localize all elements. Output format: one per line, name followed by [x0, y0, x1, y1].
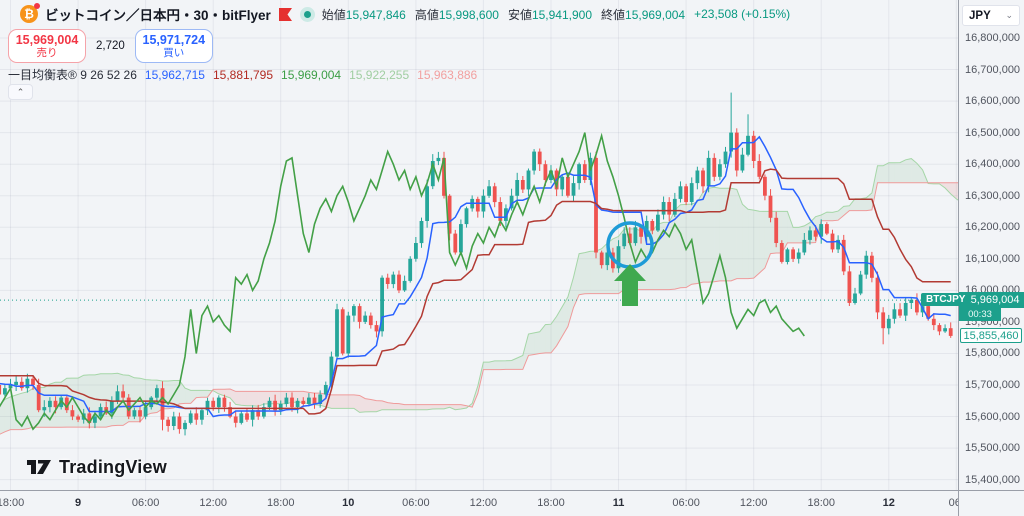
price-tick-label: 16,200,000 — [965, 221, 1021, 234]
price-tick-label: 15,700,000 — [965, 379, 1021, 391]
time-tick-label: 11 — [612, 497, 625, 509]
currency-label: JPY — [969, 9, 991, 22]
time-tick-label: 18:00 — [537, 497, 565, 509]
price-tick-label: 15,400,000 — [965, 473, 1021, 486]
tradingview-logo-icon — [27, 460, 51, 474]
tradingview-watermark[interactable]: TradingView — [26, 455, 167, 479]
annotation-arrow — [614, 264, 646, 306]
price-tick-label: 16,600,000 — [965, 95, 1021, 108]
open-value: 15,947,846 — [345, 7, 406, 22]
high-label: 高値 — [414, 7, 439, 22]
tradingview-logo-text: TradingView — [59, 456, 167, 477]
notification-dot-icon — [34, 3, 40, 9]
time-tick-label: 12 — [882, 497, 895, 509]
close-label: 終値 — [601, 7, 626, 22]
legend-collapse-button[interactable]: ⌃ — [8, 84, 33, 100]
symbol-legend: ₿ ビットコイン／日本円・30・bitFlyer 始値15,947,846 高値… — [20, 3, 790, 24]
currency-selector[interactable]: JPY ⌄ — [962, 5, 1020, 26]
price-tick-label: 16,800,000 — [965, 32, 1021, 44]
time-tick-label: 18:00 — [0, 497, 25, 509]
price-tick-label: 15,800,000 — [965, 347, 1021, 360]
price-axis[interactable]: JPY ⌄ 16,800,000 16,700,000 16,600,000 16,5… — [958, 0, 1024, 490]
market-status-icon[interactable] — [299, 6, 315, 22]
bitcoin-icon: ₿ — [20, 3, 40, 23]
price-tick-label: 16,100,000 — [965, 252, 1021, 265]
price-tick-label: 15,600,000 — [965, 410, 1021, 423]
ohlc-readout: 始値15,947,846 高値15,998,600 安値15,941,900 終… — [322, 6, 790, 23]
chevron-down-icon: ⌄ — [1005, 10, 1013, 20]
chikou-value: 15,969,004 — [281, 67, 342, 82]
senkou-a-value: 15,922,255 — [349, 67, 410, 82]
time-tick-label: 12:00 — [739, 497, 768, 509]
open-label: 始値 — [321, 7, 346, 22]
low-label: 安値 — [507, 7, 532, 22]
time-axis-corner — [958, 490, 1024, 516]
sell-button[interactable]: 15,969,004 売り — [8, 29, 86, 63]
time-tick-label: 06:00 — [672, 497, 700, 509]
price-tick-label: 16,500,000 — [965, 126, 1021, 139]
bar-countdown-label: 00:33 — [959, 308, 1001, 322]
time-tick-label: 10 — [342, 497, 355, 509]
chart-canvas[interactable] — [0, 0, 958, 490]
symbol-badge: BTCJPY — [921, 293, 971, 307]
price-tick-label: 15,500,000 — [965, 442, 1021, 455]
ichimoku-params: 9 26 52 26 — [80, 68, 137, 82]
buy-button[interactable]: 15,971,724 買い — [134, 29, 213, 63]
price-tick-label: 16,700,000 — [965, 63, 1021, 76]
change-value: +23,508 (+0.15%) — [694, 7, 791, 21]
time-tick-label: 06:00 — [402, 497, 430, 509]
ichimoku-legend[interactable]: 一目均衡表® 9 26 52 26 15,962,715 15,881,795 … — [8, 66, 477, 83]
indicator-price-label: 15,855,460 — [960, 327, 1022, 343]
current-price-label: 15,969,004 — [959, 292, 1024, 309]
time-tick-label: 18:00 — [266, 497, 295, 509]
kijun-value: 15,881,795 — [212, 67, 274, 82]
bitflyer-logo-icon — [278, 7, 292, 21]
price-tick-label: 16,300,000 — [965, 189, 1021, 202]
time-tick-label: 06:00 — [131, 497, 160, 509]
symbol-title[interactable]: ビットコイン／日本円・30・bitFlyer — [45, 8, 271, 23]
time-axis[interactable]: 18:00 9 06:00 12:00 18:00 10 06:00 12:00 18:00 11… — [0, 490, 958, 516]
tenkan-value: 15,962,715 — [144, 67, 205, 82]
time-tick-label: 12:00 — [469, 497, 498, 509]
time-tick-label: 06: — [948, 497, 958, 509]
ichimoku-name: 一目均衡表® — [8, 68, 77, 82]
close-value: 15,969,004 — [625, 7, 686, 22]
low-value: 15,941,900 — [531, 7, 593, 22]
high-value: 15,998,600 — [438, 7, 499, 22]
price-tick-label: 16,400,000 — [965, 158, 1021, 171]
trade-panel: 15,969,004 売り 2,720 15,971,724 買い — [8, 29, 213, 63]
senkou-b-value: 15,963,886 — [417, 67, 478, 82]
time-tick-label: 18:00 — [807, 497, 835, 509]
time-tick-label: 12:00 — [199, 497, 227, 509]
spread-value: 2,720 — [96, 40, 125, 52]
time-tick-label: 9 — [74, 497, 82, 509]
